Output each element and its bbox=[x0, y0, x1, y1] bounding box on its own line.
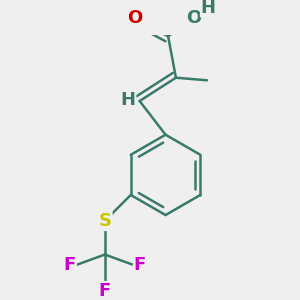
Text: F: F bbox=[99, 282, 111, 300]
Text: F: F bbox=[64, 256, 76, 274]
Text: F: F bbox=[134, 256, 146, 274]
Text: S: S bbox=[98, 212, 111, 230]
Text: O: O bbox=[186, 9, 202, 27]
Text: H: H bbox=[121, 91, 136, 109]
Text: H: H bbox=[201, 0, 216, 17]
Text: O: O bbox=[127, 9, 142, 27]
